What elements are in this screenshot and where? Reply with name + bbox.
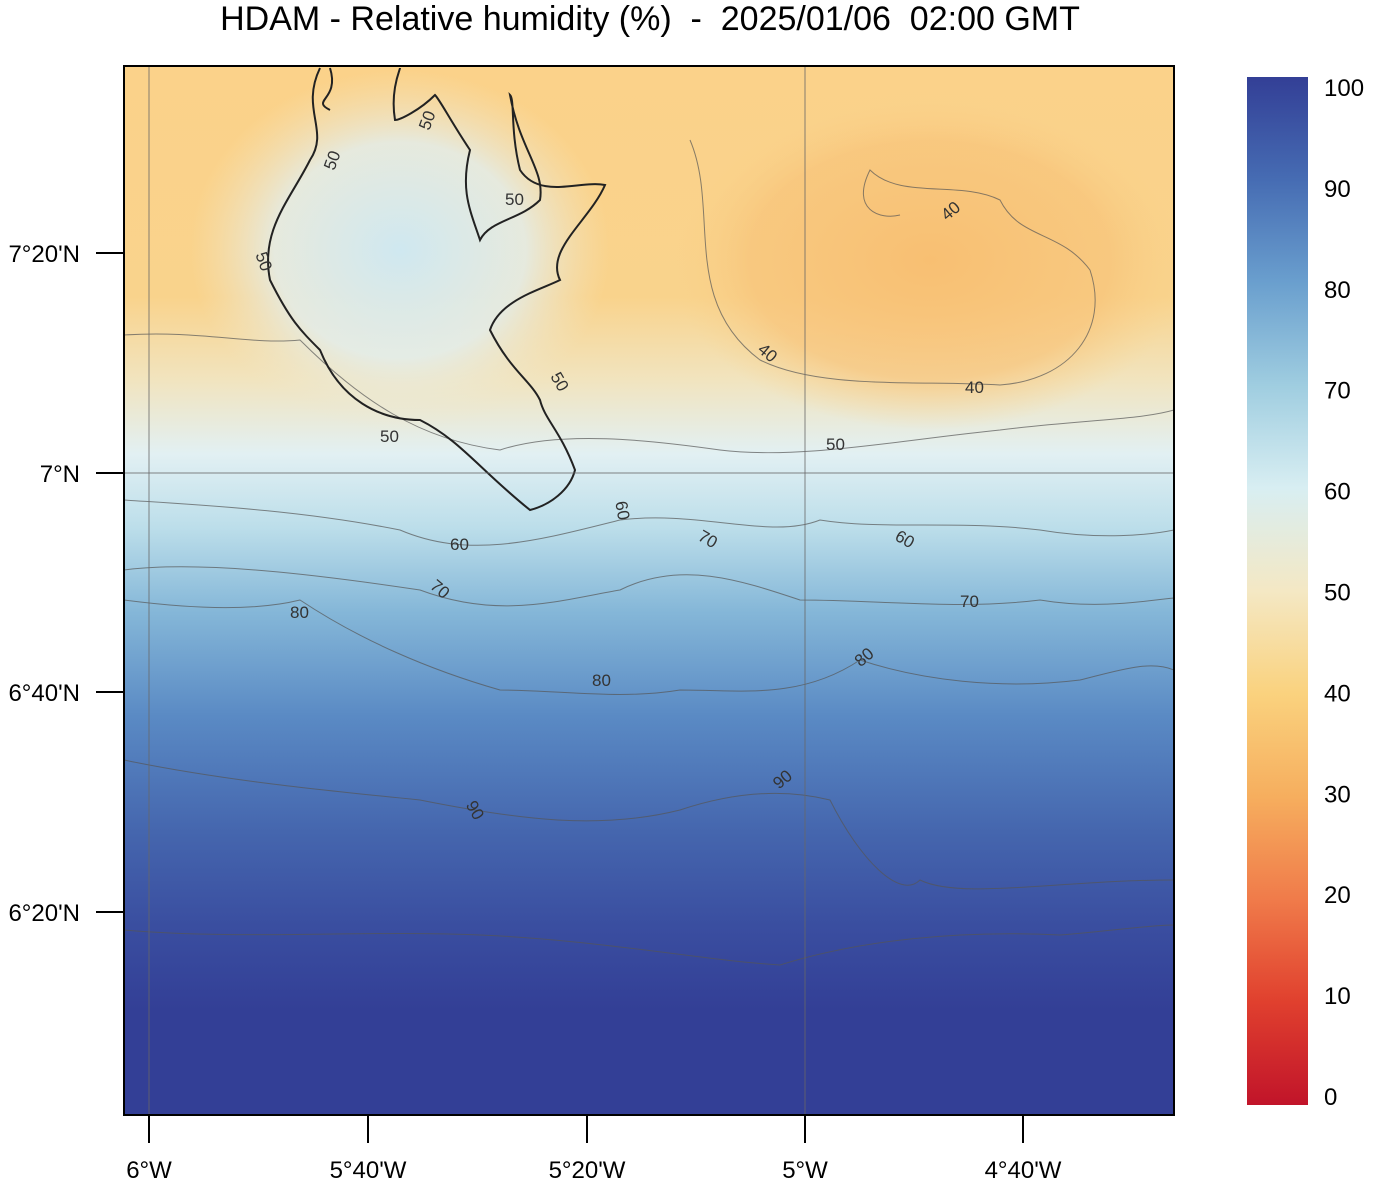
- contour-label: 50: [826, 435, 845, 454]
- colorbar-tick-label: 80: [1324, 277, 1351, 304]
- plot-border: [123, 65, 1175, 1116]
- lon-label: 5°40'W: [330, 1157, 407, 1181]
- contour-label: 60: [611, 500, 633, 522]
- colorbar-ticks: 0 10 20 30 40 50 60 70 80 90 100: [1324, 75, 1364, 1111]
- colorbar-tick-label: 30: [1324, 781, 1351, 808]
- contour-label: 50: [380, 427, 399, 446]
- contour-90: [124, 759, 1174, 890]
- colorbar-tick-label: 90: [1324, 176, 1351, 203]
- colorbar-tick-label: 10: [1324, 983, 1351, 1010]
- colorbar-tick-label: 70: [1324, 378, 1351, 405]
- contour-label: 70: [960, 592, 979, 611]
- lon-label: 5°20'W: [549, 1157, 626, 1181]
- contour-95: [124, 924, 1174, 966]
- colorbar-tick-label: 100: [1324, 75, 1364, 102]
- contour-label: 60: [450, 535, 469, 554]
- graticule: [124, 66, 1174, 1115]
- contour-70: [124, 566, 1174, 607]
- lat-label: 6°40'N: [8, 680, 80, 707]
- colorbar-tick-label: 20: [1324, 882, 1351, 909]
- lat-label: 7°20'N: [8, 241, 80, 268]
- lon-label: 6°W: [126, 1157, 172, 1181]
- contour-80: [124, 599, 1174, 695]
- contour-60: [124, 499, 1174, 546]
- lon-label: 4°40'W: [985, 1157, 1062, 1181]
- contour-label: 40: [965, 378, 984, 397]
- contour-40: [689, 139, 1096, 386]
- lat-label: 7°N: [40, 461, 80, 488]
- map-plot-area: 50 50 50 50 50 50 40 40 40 50 60 60 60 7…: [124, 66, 1174, 1115]
- lat-label: 6°20'N: [8, 900, 80, 927]
- lon-axis: 6°W 5°40'W 5°20'W 5°W 4°40'W: [126, 1115, 1062, 1181]
- moist-region: [190, 70, 610, 430]
- contour-label: 50: [505, 190, 524, 209]
- contour-label: 80: [290, 603, 309, 622]
- colorbar-tick-label: 0: [1324, 1084, 1337, 1111]
- colorbar-tick-label: 60: [1324, 479, 1351, 506]
- contour-label: 80: [592, 671, 611, 690]
- colorbar: 0 10 20 30 40 50 60 70 80 90 100: [1247, 75, 1364, 1111]
- map-title: HDAM - Relative humidity (%) - 2025/01/0…: [220, 0, 1080, 38]
- dry-region: [670, 90, 1174, 430]
- colorbar-tick-label: 50: [1324, 580, 1351, 607]
- colorbar-tick-label: 40: [1324, 680, 1351, 707]
- thick-contour: [267, 67, 607, 512]
- lat-axis: 7°20'N 7°N 6°40'N 6°20'N: [8, 241, 124, 927]
- contour-lines: [124, 139, 1174, 966]
- colorbar-bar: [1247, 77, 1308, 1105]
- contour-50a: [124, 333, 1174, 454]
- lon-label: 5°W: [782, 1157, 828, 1181]
